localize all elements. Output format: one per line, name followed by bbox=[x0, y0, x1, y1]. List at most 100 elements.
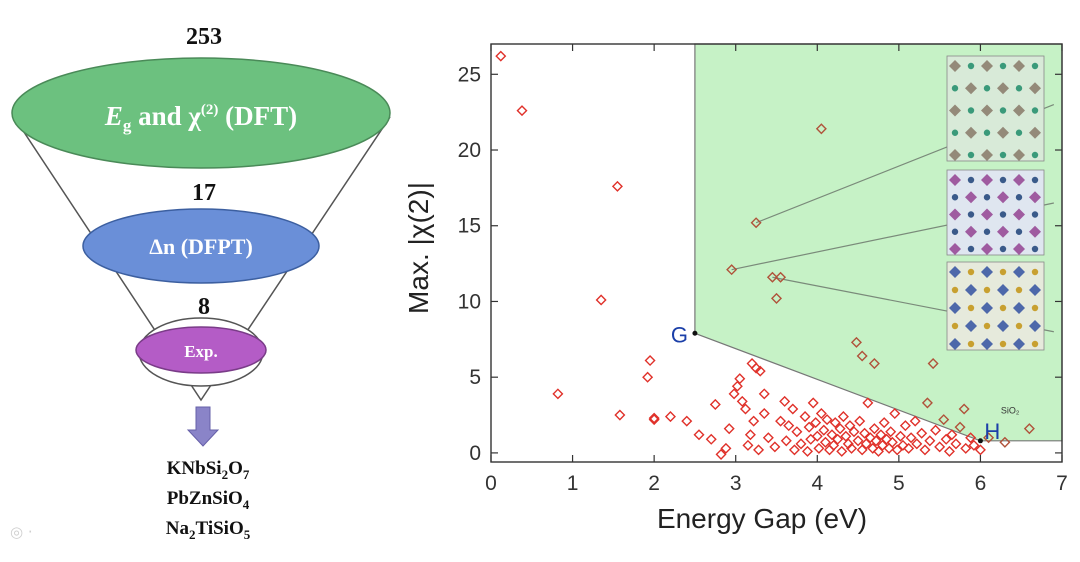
data-point bbox=[744, 429, 756, 441]
data-point bbox=[813, 442, 825, 454]
stage2-ellipse bbox=[82, 208, 320, 284]
data-point bbox=[852, 435, 864, 447]
x-tick-label: 6 bbox=[975, 472, 987, 495]
crystal-polyhedron bbox=[1013, 266, 1025, 278]
crystal-polyhedron bbox=[1013, 104, 1025, 117]
data-point bbox=[723, 423, 735, 435]
data-point bbox=[911, 438, 923, 450]
stage1-superscript: (2) bbox=[201, 102, 219, 118]
stage1-subscript: g bbox=[123, 116, 132, 135]
compound-3-subscript: 2 bbox=[189, 527, 196, 542]
compound-2-part: PbZnSiO bbox=[167, 488, 243, 509]
data-point bbox=[965, 432, 977, 444]
crystal-polyhedron bbox=[949, 338, 961, 350]
crystal-atom bbox=[1015, 286, 1023, 294]
x-tick-label: 3 bbox=[730, 472, 742, 495]
down-arrow-icon bbox=[186, 406, 220, 447]
compound-3-subscript: 5 bbox=[244, 527, 251, 542]
crystal-atom bbox=[1031, 304, 1039, 312]
crystal-inset-1 bbox=[946, 55, 1045, 162]
crystal-atom bbox=[1015, 194, 1023, 201]
data-point bbox=[769, 441, 781, 453]
data-point bbox=[848, 426, 860, 438]
data-point bbox=[754, 365, 766, 377]
data-point bbox=[883, 442, 895, 454]
axes-layer: 0 1 2 3 4 5 6 7 0 5 10 15 20 25 bbox=[458, 43, 1068, 495]
stage1-chi: and χ bbox=[131, 101, 201, 131]
crystal-polyhedron bbox=[965, 126, 977, 139]
y-tick-label: 15 bbox=[458, 215, 481, 238]
data-point bbox=[894, 430, 907, 442]
data-point bbox=[664, 411, 676, 423]
compound-1-part: O bbox=[228, 458, 243, 479]
stage1-method: (DFT) bbox=[218, 101, 297, 131]
data-point bbox=[705, 433, 717, 445]
data-point bbox=[810, 417, 822, 429]
crystal-polyhedron bbox=[1013, 174, 1025, 186]
data-point bbox=[846, 442, 858, 454]
data-point bbox=[753, 444, 765, 456]
data-point bbox=[829, 417, 841, 429]
crystal-atom bbox=[999, 268, 1007, 276]
data-point bbox=[909, 415, 921, 427]
crystal-polyhedron bbox=[981, 208, 993, 221]
compound-1: KNbSi2O7 bbox=[167, 458, 250, 482]
stage1-label: Eg and χ(2) (DFT) bbox=[104, 101, 297, 135]
plot-frame bbox=[490, 43, 1063, 463]
watermark-logo: ◎ · bbox=[10, 523, 33, 541]
x-tick-label: 4 bbox=[811, 472, 823, 495]
crystal-polyhedron bbox=[997, 191, 1009, 204]
crystal-atom bbox=[999, 151, 1007, 159]
data-point bbox=[862, 397, 874, 409]
stage1-count: 253 bbox=[186, 24, 222, 50]
crystal-polyhedron bbox=[981, 174, 993, 186]
data-point bbox=[807, 397, 819, 409]
crystal-atom bbox=[951, 322, 959, 330]
data-point bbox=[595, 294, 607, 306]
crystal-polyhedron bbox=[1013, 60, 1025, 72]
crystal-atom bbox=[999, 62, 1007, 70]
compound-2: PbZnSiO4 bbox=[167, 488, 250, 512]
crystal-polyhedron bbox=[965, 191, 977, 204]
data-point bbox=[844, 420, 856, 432]
data-point bbox=[850, 336, 862, 348]
data-point bbox=[748, 415, 760, 427]
crystal-polyhedron bbox=[981, 149, 993, 161]
crystal-atom bbox=[1015, 322, 1023, 330]
crystal-polyhedron bbox=[949, 60, 961, 72]
y-tick-label: 10 bbox=[458, 290, 481, 313]
data-point bbox=[950, 438, 962, 450]
crystal-atom bbox=[1015, 228, 1023, 235]
data-point bbox=[787, 403, 799, 415]
data-point bbox=[614, 409, 626, 421]
data-point bbox=[870, 435, 882, 447]
data-point bbox=[766, 271, 778, 283]
data-point bbox=[644, 355, 656, 367]
data-point bbox=[930, 424, 942, 436]
data-point bbox=[837, 411, 849, 423]
x-tick-label: 7 bbox=[1056, 472, 1068, 495]
data-point bbox=[803, 421, 815, 433]
data-point bbox=[762, 432, 774, 444]
data-point bbox=[889, 408, 901, 420]
data-point bbox=[878, 417, 890, 429]
data-point bbox=[693, 429, 705, 441]
compound-1-subscript: 2 bbox=[222, 467, 229, 482]
data-point bbox=[750, 362, 762, 374]
crystal-polyhedron bbox=[965, 320, 977, 332]
data-point bbox=[801, 445, 814, 457]
crystal-polyhedron bbox=[1029, 225, 1041, 238]
crystal-atom bbox=[999, 176, 1007, 184]
data-point bbox=[872, 445, 884, 457]
crystal-atom bbox=[967, 340, 975, 348]
crystal-polyhedron bbox=[1029, 82, 1041, 95]
data-point bbox=[946, 429, 958, 441]
crystal-inset-2 bbox=[946, 169, 1045, 256]
data-point bbox=[916, 427, 928, 439]
crystal-atom bbox=[999, 304, 1007, 312]
x-tick-label: 5 bbox=[893, 472, 905, 495]
data-point bbox=[775, 415, 787, 427]
compound-2-subscript: 4 bbox=[243, 497, 250, 512]
data-point bbox=[868, 358, 880, 370]
crystal-atom bbox=[1031, 107, 1039, 114]
